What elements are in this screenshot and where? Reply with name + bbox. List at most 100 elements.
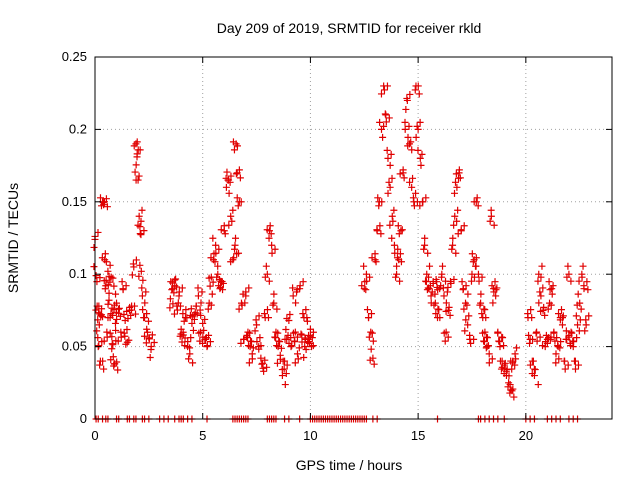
data-point: [132, 176, 140, 184]
data-point: [128, 271, 136, 279]
data-point: [498, 363, 506, 371]
data-point: [215, 275, 223, 283]
data-point: [279, 357, 287, 365]
data-point: [432, 310, 440, 318]
data-point: [287, 343, 295, 351]
data-point: [358, 282, 366, 290]
data-point: [248, 355, 256, 363]
data-point: [263, 306, 271, 314]
data-point: [449, 234, 457, 242]
data-point: [447, 279, 455, 287]
data-point: [308, 334, 316, 342]
data-point: [309, 328, 317, 336]
data-point: [366, 356, 374, 364]
data-point: [478, 310, 486, 318]
data-point: [383, 82, 391, 90]
y-tick-label: 0.1: [69, 266, 87, 281]
data-point: [448, 245, 456, 253]
data-point: [401, 125, 409, 133]
data-point: [481, 306, 489, 314]
data-point: [241, 299, 249, 307]
data-point: [273, 342, 281, 350]
data-point: [263, 226, 271, 234]
data-point: [264, 314, 272, 322]
data-point: [458, 278, 466, 286]
data-point: [470, 335, 478, 343]
data-point: [111, 319, 119, 327]
data-point: [408, 183, 416, 191]
data-point: [414, 125, 422, 133]
data-point: [490, 221, 498, 229]
data-point: [574, 290, 582, 298]
data-point: [265, 234, 273, 242]
data-point: [99, 313, 107, 321]
data-point: [409, 194, 417, 202]
data-point: [411, 86, 419, 94]
data-point: [422, 278, 430, 286]
data-point: [412, 133, 420, 141]
data-point: [435, 306, 443, 314]
data-point: [166, 304, 174, 312]
data-point: [233, 142, 241, 150]
data-point: [237, 198, 245, 206]
data-point: [102, 276, 110, 284]
data-point: [199, 339, 207, 347]
data-point: [234, 202, 242, 210]
data-point: [297, 330, 305, 338]
data-point: [366, 273, 374, 281]
data-point: [562, 327, 570, 335]
data-point: [570, 357, 578, 365]
data-point: [467, 277, 475, 285]
data-point: [295, 344, 303, 352]
data-point: [396, 250, 404, 258]
data-point: [179, 310, 187, 318]
data-point: [121, 332, 129, 340]
data-point: [583, 278, 591, 286]
y-tick-label: 0: [80, 411, 87, 426]
data-point: [524, 310, 532, 318]
data-point: [252, 316, 260, 324]
data-point: [451, 212, 459, 220]
data-point: [388, 174, 396, 182]
data-point: [405, 122, 413, 130]
data-point: [168, 286, 176, 294]
data-point: [246, 329, 254, 337]
data-point: [477, 290, 485, 298]
data-point: [401, 118, 409, 126]
data-point: [291, 359, 299, 367]
data-point: [221, 230, 229, 238]
data-point: [465, 312, 473, 320]
data-point: [537, 273, 545, 281]
data-point: [136, 146, 144, 154]
data-point: [109, 341, 117, 349]
data-point: [125, 336, 133, 344]
data-point: [262, 262, 270, 270]
data-point: [396, 277, 404, 285]
data-point: [564, 262, 572, 270]
data-point: [309, 342, 317, 350]
data-point: [464, 321, 472, 329]
data-point: [180, 317, 188, 325]
data-point: [444, 333, 452, 341]
data-point: [235, 249, 243, 257]
data-point: [370, 360, 378, 368]
data-point: [114, 366, 122, 374]
data-point: [192, 302, 200, 310]
data-point: [539, 284, 547, 292]
data-point: [397, 227, 405, 235]
data-point: [103, 203, 111, 211]
data-point: [509, 359, 517, 367]
data-point: [229, 138, 237, 146]
data-point: [490, 288, 498, 296]
data-point: [555, 355, 563, 363]
data-point: [363, 277, 371, 285]
data-point: [198, 288, 206, 296]
data-point: [534, 381, 542, 389]
data-point: [222, 183, 230, 191]
data-point: [386, 221, 394, 229]
data-point: [452, 170, 460, 178]
plot-frame: [94, 56, 613, 420]
x-tick-label: 5: [199, 428, 206, 443]
data-point: [270, 290, 278, 298]
data-point: [556, 316, 564, 324]
